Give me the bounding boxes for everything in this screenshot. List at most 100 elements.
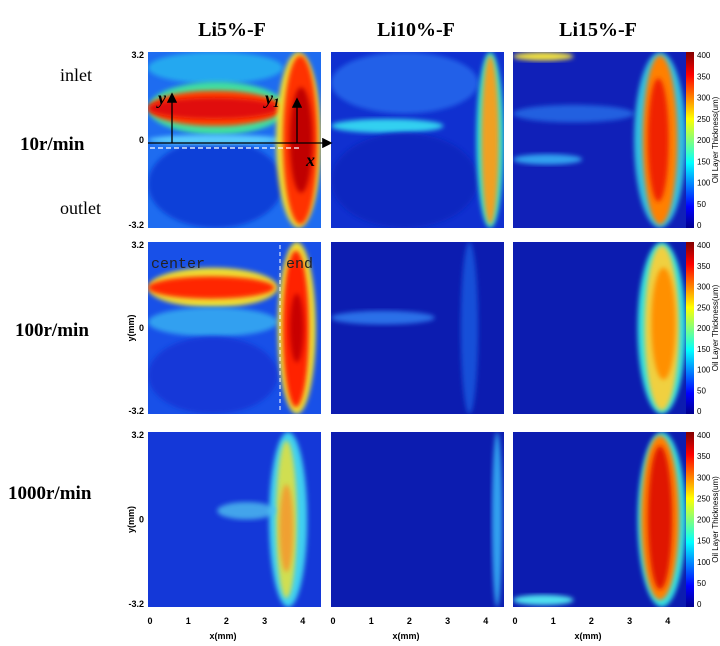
y-tick-label: 3.2 bbox=[131, 50, 144, 60]
colorbar-tick-label: 250 bbox=[697, 494, 711, 503]
heatmap-panel bbox=[513, 52, 686, 228]
heat-region bbox=[513, 154, 583, 165]
heat-region bbox=[148, 97, 280, 119]
heatmaps bbox=[148, 52, 686, 607]
y-axis-label: y(mm) bbox=[126, 314, 136, 341]
heatmap-panel bbox=[513, 432, 686, 607]
heat-region bbox=[651, 267, 676, 380]
row-header: 1000r/min bbox=[8, 483, 92, 504]
colorbar-tick-label: 400 bbox=[697, 241, 711, 250]
panel-image bbox=[331, 52, 504, 228]
panel-image bbox=[148, 242, 321, 414]
colorbar bbox=[686, 52, 694, 228]
colorbar-tick-label: 50 bbox=[697, 579, 706, 588]
x-label: x bbox=[305, 150, 315, 170]
panel-image bbox=[331, 242, 504, 414]
end-label: end bbox=[286, 256, 313, 273]
heat-region bbox=[460, 242, 479, 414]
colorbar-tick-label: 50 bbox=[697, 200, 706, 209]
colorbar-tick-label: 150 bbox=[697, 345, 711, 354]
colorbar-tick-label: 100 bbox=[697, 366, 711, 375]
x-tick-label: 1 bbox=[186, 616, 191, 626]
heat-region bbox=[491, 432, 503, 607]
x-tick-label: 2 bbox=[589, 616, 594, 626]
x-tick-label: 1 bbox=[551, 616, 556, 626]
heatmap-panel bbox=[148, 432, 321, 607]
y-tick-label: -3.2 bbox=[128, 406, 144, 416]
heat-region bbox=[331, 52, 479, 114]
x-axis-label: x(mm) bbox=[574, 631, 601, 641]
x-tick-label: 1 bbox=[369, 616, 374, 626]
x-tick-label: 0 bbox=[330, 616, 335, 626]
colorbar-tick-label: 350 bbox=[697, 452, 711, 461]
heat-region bbox=[289, 87, 313, 193]
heatmap-panel bbox=[331, 432, 504, 607]
heatmap-panel bbox=[331, 242, 504, 414]
heat-region bbox=[148, 336, 278, 414]
heat-region bbox=[331, 118, 444, 133]
heat-region bbox=[647, 446, 673, 590]
colorbar-tick-label: 200 bbox=[697, 324, 711, 333]
panel-image bbox=[331, 432, 504, 607]
colorbar-label: Oil Layer Thickness(um) bbox=[711, 476, 720, 563]
colorbar-tick-label: 250 bbox=[697, 115, 711, 124]
inlet-label: inlet bbox=[60, 65, 92, 85]
colorbar-tick-label: 400 bbox=[697, 431, 711, 440]
colorbar-tick-label: 200 bbox=[697, 516, 711, 525]
row-header: 100r/min bbox=[15, 320, 89, 341]
y-tick-label: 0 bbox=[139, 323, 144, 333]
x-tick-label: 0 bbox=[147, 616, 152, 626]
heat-region bbox=[217, 502, 277, 520]
x-axis-label: x(mm) bbox=[209, 631, 236, 641]
colorbar-tick-label: 400 bbox=[697, 51, 711, 60]
annotations: inlet outlet y y1 x center end bbox=[60, 65, 333, 410]
heat-region bbox=[481, 55, 499, 225]
heat-region bbox=[331, 310, 435, 325]
outlet-label: outlet bbox=[60, 198, 101, 218]
heat-region bbox=[513, 594, 574, 606]
colorbar-tick-label: 350 bbox=[697, 262, 711, 271]
colorbar-label: Oil Layer Thickness(um) bbox=[711, 96, 720, 183]
colorbar-tick-label: 100 bbox=[697, 179, 711, 188]
heatmap-panel bbox=[331, 52, 504, 228]
y-axis-label: y(mm) bbox=[126, 506, 136, 533]
column-header: Li10%-F bbox=[377, 19, 455, 41]
y1-text: y bbox=[263, 88, 274, 108]
column-header: Li5%-F bbox=[198, 19, 266, 41]
column-header: Li15%-F bbox=[559, 19, 637, 41]
x-tick-label: 3 bbox=[627, 616, 632, 626]
y1-label: y1 bbox=[263, 88, 280, 110]
y-tick-label: 0 bbox=[139, 515, 144, 525]
colorbar-tick-label: 100 bbox=[697, 558, 711, 567]
colorbar bbox=[686, 432, 694, 607]
colorbar-tick-label: 0 bbox=[697, 407, 702, 416]
colorbar-tick-label: 250 bbox=[697, 303, 711, 312]
heat-region bbox=[148, 134, 283, 146]
colorbar-tick-label: 200 bbox=[697, 136, 711, 145]
heatmap-panel bbox=[148, 52, 321, 228]
colorbar-tick-label: 0 bbox=[697, 600, 702, 609]
colorbar-tick-label: 300 bbox=[697, 283, 711, 292]
panel-image bbox=[513, 52, 686, 228]
x-tick-label: 3 bbox=[445, 616, 450, 626]
colorbar-tick-label: 300 bbox=[697, 473, 711, 482]
heatmap-panel bbox=[513, 242, 686, 414]
colorbar-tick-label: 50 bbox=[697, 386, 706, 395]
x-tick-label: 4 bbox=[665, 616, 670, 626]
y-tick-label: -3.2 bbox=[128, 599, 144, 609]
colorbar-tick-label: 350 bbox=[697, 72, 711, 81]
panel-image bbox=[148, 52, 321, 228]
colorbar-label: Oil Layer Thickness(um) bbox=[711, 284, 720, 371]
heat-region bbox=[148, 276, 275, 299]
heat-region bbox=[279, 484, 294, 572]
y-label: y bbox=[156, 88, 167, 108]
heat-region bbox=[513, 104, 635, 123]
x-tick-label: 4 bbox=[300, 616, 305, 626]
heat-region bbox=[331, 132, 479, 228]
y-tick-label: 3.2 bbox=[131, 240, 144, 250]
heat-region bbox=[289, 293, 304, 363]
colorbar-tick-label: 150 bbox=[697, 157, 711, 166]
panel-image bbox=[513, 242, 686, 414]
panel-image bbox=[513, 432, 686, 607]
